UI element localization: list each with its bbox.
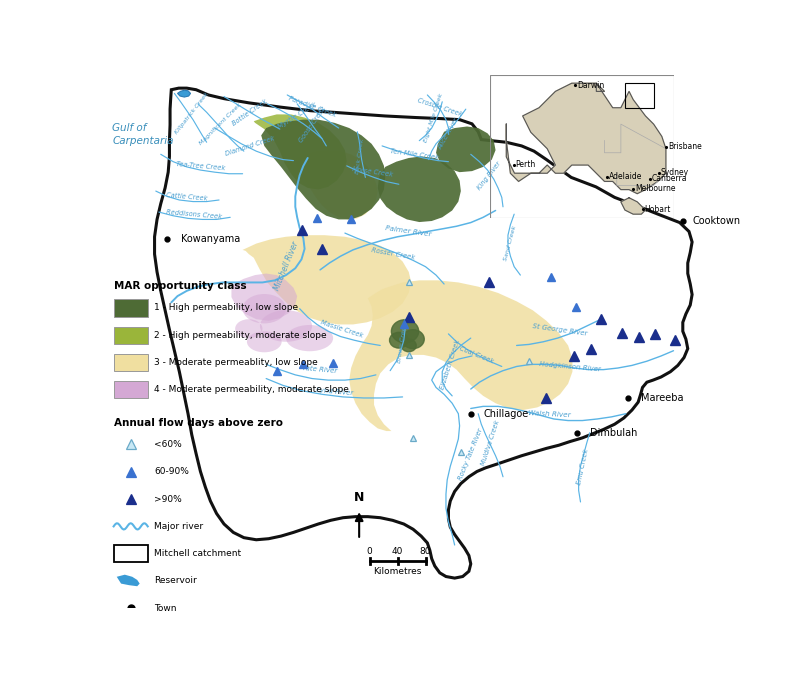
Polygon shape bbox=[350, 280, 573, 431]
Polygon shape bbox=[262, 119, 386, 220]
Text: Coal Creek: Coal Creek bbox=[459, 345, 495, 364]
Text: 0: 0 bbox=[367, 548, 373, 557]
Text: Horse Creek: Horse Creek bbox=[352, 166, 394, 178]
Text: Brown Creek: Brown Creek bbox=[398, 323, 408, 364]
Polygon shape bbox=[117, 575, 140, 587]
Text: Cooktown: Cooktown bbox=[692, 216, 740, 226]
Text: Lynd River: Lynd River bbox=[316, 387, 353, 396]
Ellipse shape bbox=[247, 331, 282, 353]
Ellipse shape bbox=[242, 294, 286, 323]
Circle shape bbox=[402, 329, 424, 349]
Circle shape bbox=[402, 339, 416, 352]
Text: Massie Creek: Massie Creek bbox=[320, 319, 364, 338]
Text: Walsh River: Walsh River bbox=[528, 410, 571, 418]
Text: Crosbie Creek: Crosbie Creek bbox=[417, 97, 463, 117]
Text: Back Creek: Back Creek bbox=[355, 138, 366, 175]
Circle shape bbox=[390, 332, 408, 348]
Text: Dimbulah: Dimbulah bbox=[590, 428, 637, 438]
Text: Rocky Tate River: Rocky Tate River bbox=[458, 427, 484, 481]
Text: N: N bbox=[354, 491, 364, 504]
Text: MAR opportunity class: MAR opportunity class bbox=[114, 281, 246, 291]
Text: Canberra: Canberra bbox=[652, 174, 687, 183]
FancyBboxPatch shape bbox=[114, 299, 148, 316]
Text: Mitchell catchment: Mitchell catchment bbox=[154, 549, 241, 558]
Text: Sand Creek: Sand Creek bbox=[503, 226, 518, 262]
Polygon shape bbox=[295, 150, 378, 220]
Text: Major river: Major river bbox=[154, 522, 203, 531]
Text: Palmer River: Palmer River bbox=[386, 225, 432, 238]
Text: Cattle Creek: Cattle Creek bbox=[166, 192, 208, 201]
Text: Brisbane: Brisbane bbox=[668, 142, 702, 151]
Text: Adelaide: Adelaide bbox=[609, 173, 642, 181]
Text: Tea-Tree Creek: Tea-Tree Creek bbox=[176, 161, 226, 171]
Text: Reservoir: Reservoir bbox=[154, 576, 197, 585]
Text: Rosser Creek: Rosser Creek bbox=[370, 248, 415, 261]
Text: Annual flow days above zero: Annual flow days above zero bbox=[114, 418, 282, 428]
Polygon shape bbox=[506, 83, 666, 194]
Text: King River: King River bbox=[477, 160, 502, 190]
Text: Killpatrick Creek: Killpatrick Creek bbox=[174, 91, 210, 135]
Text: 4 - Moderate permeability, moderate slope: 4 - Moderate permeability, moderate slop… bbox=[154, 385, 349, 394]
Text: Eight Mile Creek: Eight Mile Creek bbox=[423, 92, 444, 143]
Text: Paradise Creek: Paradise Creek bbox=[287, 95, 337, 119]
Text: 60-90%: 60-90% bbox=[154, 467, 189, 476]
Text: Muldiva Creek: Muldiva Creek bbox=[481, 419, 501, 466]
Text: 80: 80 bbox=[420, 548, 431, 557]
Polygon shape bbox=[378, 156, 461, 222]
Text: Gulf of
Carpentaria: Gulf of Carpentaria bbox=[112, 123, 174, 146]
Text: Perth: Perth bbox=[516, 160, 536, 169]
Circle shape bbox=[391, 320, 418, 343]
Polygon shape bbox=[242, 235, 411, 325]
FancyBboxPatch shape bbox=[114, 354, 148, 371]
Text: Goose Creek: Goose Creek bbox=[298, 106, 326, 144]
Text: Chillagoe: Chillagoe bbox=[483, 409, 529, 419]
Text: Elizabeth Creek: Elizabeth Creek bbox=[439, 338, 462, 390]
FancyBboxPatch shape bbox=[114, 381, 148, 398]
Text: Diamond Creek: Diamond Creek bbox=[225, 135, 275, 157]
Text: Hobart: Hobart bbox=[645, 205, 671, 213]
Ellipse shape bbox=[286, 325, 333, 351]
Text: Emu Creek: Emu Creek bbox=[576, 448, 589, 485]
Text: 1 - High permeability, low slope: 1 - High permeability, low slope bbox=[154, 303, 298, 312]
Polygon shape bbox=[154, 88, 692, 578]
Text: >90%: >90% bbox=[154, 494, 182, 503]
Text: Sydney: Sydney bbox=[661, 168, 689, 177]
FancyBboxPatch shape bbox=[114, 327, 148, 344]
Text: Reddisons Creek: Reddisons Creek bbox=[166, 209, 222, 220]
Text: Melbourne: Melbourne bbox=[634, 184, 675, 193]
Polygon shape bbox=[231, 273, 297, 321]
Text: Mareeba: Mareeba bbox=[641, 393, 683, 403]
Text: 2 - High permeability, moderate slope: 2 - High permeability, moderate slope bbox=[154, 331, 326, 340]
Text: Mitchell River: Mitchell River bbox=[272, 240, 300, 291]
Text: 40: 40 bbox=[392, 548, 403, 557]
Text: Ten Mile Creek: Ten Mile Creek bbox=[390, 148, 439, 161]
Ellipse shape bbox=[235, 319, 262, 338]
Polygon shape bbox=[178, 90, 190, 97]
Text: Hodgkinson River: Hodgkinson River bbox=[539, 361, 601, 372]
Text: Magnificent Creek: Magnificent Creek bbox=[199, 102, 243, 146]
FancyBboxPatch shape bbox=[114, 545, 148, 563]
Text: St George River: St George River bbox=[532, 323, 588, 337]
Text: Darwin: Darwin bbox=[577, 80, 604, 90]
Polygon shape bbox=[436, 126, 495, 172]
Text: Tate River: Tate River bbox=[302, 365, 338, 374]
Text: Bottle Creek: Bottle Creek bbox=[231, 98, 269, 127]
Polygon shape bbox=[621, 198, 646, 214]
Text: Myrtle Creek: Myrtle Creek bbox=[277, 102, 318, 130]
Polygon shape bbox=[254, 115, 346, 190]
Ellipse shape bbox=[260, 310, 312, 342]
Text: 3 - Moderate permeablity, low slope: 3 - Moderate permeablity, low slope bbox=[154, 358, 318, 367]
Text: Kilometres: Kilometres bbox=[374, 567, 422, 576]
Text: Town: Town bbox=[154, 604, 177, 613]
Text: <60%: <60% bbox=[154, 440, 182, 449]
FancyArrowPatch shape bbox=[119, 576, 142, 586]
Text: Kowanyama: Kowanyama bbox=[181, 235, 240, 244]
Text: Alice River: Alice River bbox=[437, 117, 460, 150]
